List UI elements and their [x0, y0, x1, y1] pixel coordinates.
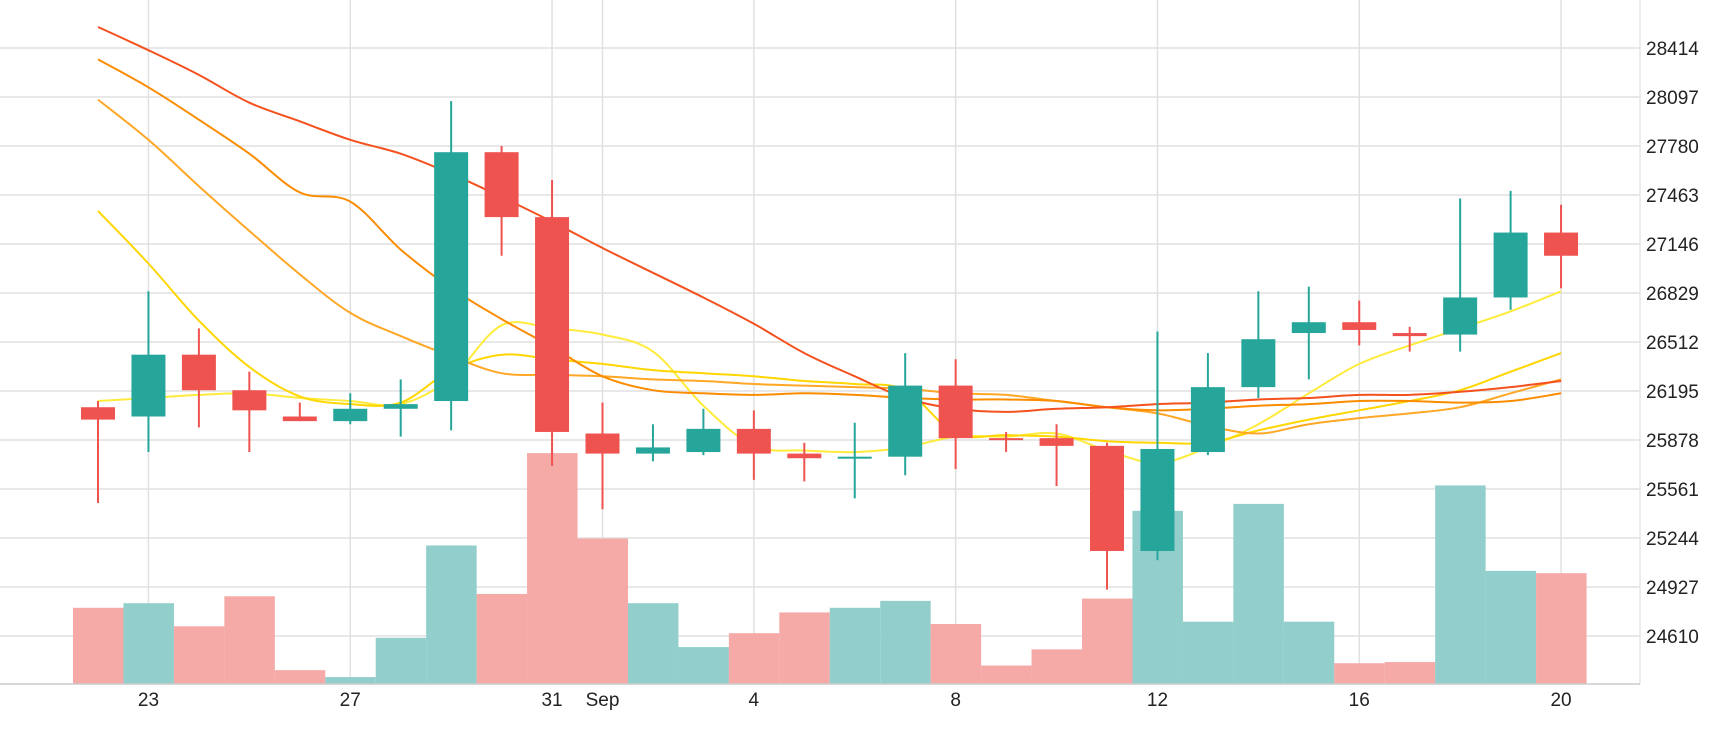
- volume-bar: [627, 603, 679, 684]
- candle-body: [989, 438, 1024, 441]
- candle-body: [1342, 322, 1377, 330]
- moving-average-line: [97, 290, 1562, 464]
- candle-body: [484, 152, 519, 218]
- x-axis: 23 27 31 Sep 4 8 12 16 20: [0, 683, 1640, 711]
- volume-bar: [1182, 621, 1234, 684]
- x-tick-label: 27: [340, 690, 361, 711]
- y-tick-label: 26512: [1646, 333, 1699, 354]
- candle-body: [1291, 322, 1326, 334]
- candle-body: [81, 407, 115, 420]
- volume-bar: [1536, 573, 1587, 684]
- candle-body: [333, 408, 368, 422]
- candle-body: [181, 354, 216, 391]
- volume-bar: [1334, 663, 1385, 684]
- candle-body: [1190, 387, 1225, 453]
- moving-average-line: [97, 98, 1562, 435]
- y-tick-label: 27146: [1646, 235, 1699, 256]
- candle-body: [1443, 297, 1478, 335]
- y-tick-label: 24927: [1646, 578, 1699, 599]
- grid-lines: [0, 0, 1640, 684]
- volume-bar: [1283, 621, 1335, 684]
- y-tick-label: 26195: [1646, 382, 1699, 403]
- moving-average-line: [97, 210, 1562, 445]
- candle-body: [736, 428, 771, 454]
- volume-bar: [224, 596, 275, 684]
- candle-body: [1544, 232, 1579, 256]
- candle-body: [434, 152, 469, 402]
- candles: [81, 101, 1579, 590]
- y-tick-label: 26829: [1646, 284, 1699, 305]
- x-tick-label: 23: [138, 690, 159, 711]
- volume-bar: [981, 665, 1032, 684]
- volume-bar: [1485, 570, 1537, 684]
- y-tick-label: 25561: [1646, 480, 1699, 501]
- candle-body: [888, 385, 923, 457]
- volume-bar: [1384, 662, 1436, 684]
- y-tick-label: 28414: [1646, 39, 1699, 60]
- volume-bar: [1082, 598, 1133, 684]
- y-tick-label: 27780: [1646, 137, 1699, 158]
- y-tick-label: 25878: [1646, 431, 1699, 452]
- volume-bar: [73, 607, 124, 684]
- volume-bar: [375, 637, 427, 684]
- volume-bar: [577, 538, 628, 684]
- candle-body: [787, 453, 822, 459]
- candle-body: [1493, 232, 1528, 298]
- x-tick-label: 20: [1550, 690, 1571, 711]
- x-tick-label: 12: [1147, 690, 1168, 711]
- volume-bar: [123, 603, 174, 684]
- volume-bar: [527, 453, 578, 684]
- candle-body: [131, 354, 166, 417]
- volume-bar: [829, 607, 881, 684]
- candle-body: [1241, 339, 1276, 388]
- volume-bar: [728, 633, 780, 684]
- candle-body: [232, 390, 267, 411]
- y-tick-label: 28097: [1646, 88, 1699, 109]
- volume-bar: [476, 593, 528, 684]
- moving-average-lines: [97, 26, 1562, 464]
- volume-bar: [1031, 649, 1083, 684]
- volume-bar: [678, 647, 729, 684]
- volume-bar: [779, 612, 830, 684]
- volume-bars: [73, 453, 1587, 684]
- volume-bar: [880, 600, 931, 684]
- y-tick-label: 24610: [1646, 627, 1699, 648]
- volume-bar: [274, 670, 326, 684]
- candle-body: [1392, 333, 1427, 337]
- moving-average-line: [97, 26, 1562, 413]
- candle-body: [635, 447, 670, 454]
- x-tick-label: Sep: [586, 690, 620, 711]
- candle-body: [1090, 445, 1124, 551]
- candle-body: [383, 404, 418, 409]
- candle-body: [837, 456, 872, 459]
- candle-body: [938, 385, 973, 439]
- candle-body: [282, 416, 317, 422]
- y-axis: 24610 24927 25244 25561 25878 26195 26512 26829…: [1639, 0, 1699, 684]
- volume-bar: [1233, 503, 1284, 684]
- y-tick-label: 25244: [1646, 529, 1699, 550]
- x-tick-label: 8: [950, 690, 961, 711]
- volume-bar: [173, 626, 225, 684]
- volume-bar: [1435, 485, 1486, 684]
- candle-body: [1140, 448, 1175, 551]
- candle-body: [1039, 438, 1074, 446]
- candle-body: [535, 217, 570, 432]
- candle-body: [585, 433, 620, 454]
- x-tick-label: 31: [541, 690, 562, 711]
- volume-bar: [426, 545, 477, 684]
- moving-average-line: [97, 58, 1562, 412]
- candle-body: [686, 428, 721, 453]
- volume-bar: [930, 623, 982, 684]
- y-tick-label: 27463: [1646, 186, 1699, 207]
- x-tick-label: 16: [1349, 690, 1370, 711]
- volume-bar: [325, 677, 376, 684]
- x-tick-label: 4: [749, 690, 760, 711]
